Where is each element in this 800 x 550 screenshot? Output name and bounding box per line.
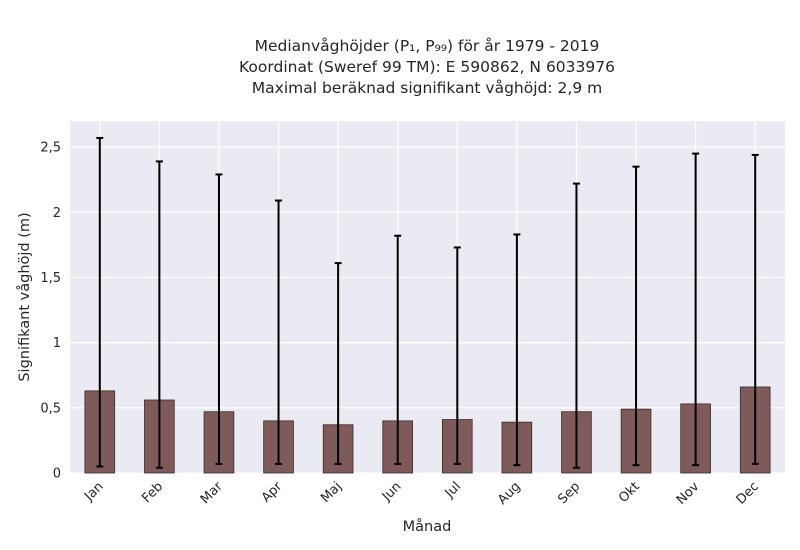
- error-bar-maj: [334, 262, 342, 465]
- error-bar-jan: [96, 136, 104, 468]
- x-tick-label: Okt: [616, 479, 643, 506]
- y-tick-label: 0,5: [40, 401, 61, 416]
- title-line: Maximal beräknad signifikant våghöjd: 2,…: [252, 79, 602, 97]
- error-bar-jul: [453, 246, 461, 465]
- y-tick-label: 2: [53, 206, 61, 221]
- x-tick-label: Jan: [81, 479, 106, 504]
- error-bar-dec: [751, 153, 759, 465]
- x-axis-ticks: Jan Feb Mar Apr Maj Jun Jul Aug Sep Okt Nov Dec: [81, 479, 762, 508]
- x-tick-label: Nov: [674, 479, 703, 508]
- title-line: Medianvåghöjder (P₁, P₉₉) för år 1979 - …: [255, 37, 600, 55]
- error-bar-jun: [394, 234, 402, 465]
- x-tick-label: Sep: [555, 479, 583, 507]
- plot-area: [70, 121, 785, 473]
- title-line: Koordinat (Sweref 99 TM): E 590862, N 60…: [239, 58, 615, 76]
- y-tick-label: 2,5: [40, 141, 61, 156]
- y-axis-label: Signifikant våghöjd (m): [16, 212, 33, 381]
- x-tick-label: Apr: [259, 479, 286, 506]
- x-tick-label: Dec: [734, 479, 762, 507]
- error-bar-apr: [275, 199, 283, 465]
- error-bar-aug: [513, 233, 521, 467]
- chart-title: Medianvåghöjder (P₁, P₉₉) för år 1979 - …: [239, 37, 615, 97]
- error-bar-sep: [572, 182, 580, 469]
- x-axis-label: Månad: [403, 518, 452, 535]
- x-tick-label: Feb: [139, 479, 166, 506]
- error-bar-mar: [215, 173, 223, 465]
- x-tick-label: Mar: [198, 479, 226, 507]
- x-tick-label: Jun: [379, 479, 405, 505]
- y-tick-label: 0: [53, 467, 61, 482]
- y-tick-label: 1: [53, 336, 61, 351]
- x-tick-label: Aug: [495, 479, 524, 508]
- x-tick-label: Maj: [318, 479, 345, 506]
- error-bars: [96, 136, 759, 469]
- y-axis-ticks: 0 0,5 1 1,5 2 2,5: [40, 141, 61, 482]
- x-tick-label: Jul: [442, 479, 464, 501]
- y-tick-label: 1,5: [40, 271, 61, 286]
- error-bar-okt: [632, 165, 640, 467]
- error-bar-feb: [155, 160, 163, 469]
- error-bar-nov: [692, 152, 700, 467]
